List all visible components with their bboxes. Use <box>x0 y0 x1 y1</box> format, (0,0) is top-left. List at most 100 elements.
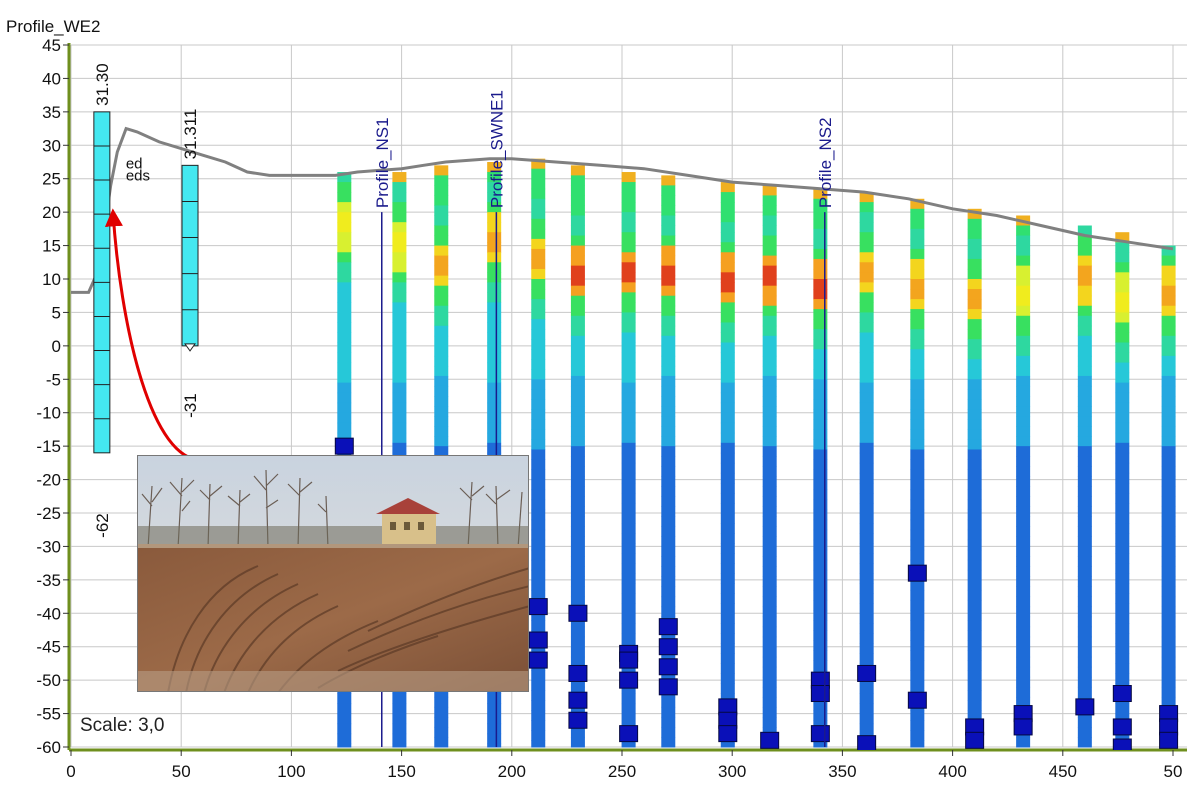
column-band <box>570 546 585 557</box>
column-band <box>661 255 676 267</box>
column-band <box>762 496 777 507</box>
column-band <box>762 295 777 307</box>
sounding-column <box>568 165 588 748</box>
column-band <box>392 272 407 283</box>
column-band <box>1077 225 1092 237</box>
column-band <box>813 569 828 581</box>
column-band <box>621 593 636 604</box>
column-band <box>1077 295 1092 307</box>
column-band <box>531 419 546 430</box>
column-band <box>859 242 874 253</box>
column-band <box>1115 432 1130 444</box>
column-band <box>813 329 828 340</box>
column-band <box>661 185 676 196</box>
column-band <box>531 589 546 601</box>
column-band <box>762 526 777 537</box>
column-band <box>531 439 546 450</box>
column-band <box>661 466 676 477</box>
borehole-bottom-label: -62 <box>93 513 112 538</box>
column-band <box>720 623 735 634</box>
y-tick-label: -35 <box>36 571 61 590</box>
column-band <box>1115 533 1130 544</box>
column-band <box>570 255 585 267</box>
column-band <box>621 432 636 444</box>
column-band <box>1115 252 1130 263</box>
column-band <box>859 202 874 213</box>
column-band <box>434 235 449 247</box>
column-band <box>621 523 636 534</box>
column-band <box>859 322 874 333</box>
column-band <box>859 502 874 514</box>
terrain-line <box>71 126 1174 294</box>
column-band <box>1161 686 1176 698</box>
column-band <box>967 579 982 591</box>
column-band <box>570 406 585 417</box>
column-band <box>570 646 585 658</box>
column-band <box>967 449 982 461</box>
column-band <box>1161 476 1176 487</box>
column-band <box>487 372 502 384</box>
column-band <box>1016 385 1031 397</box>
column-band <box>762 576 777 588</box>
column-band <box>813 389 828 400</box>
column-band <box>720 232 735 243</box>
column-band <box>1016 375 1031 387</box>
column-band <box>661 506 676 517</box>
column-band <box>859 402 874 414</box>
column-band <box>1115 442 1130 454</box>
column-band <box>762 506 777 517</box>
column-band <box>531 268 546 280</box>
column-band <box>720 332 735 344</box>
column-band <box>1115 623 1130 634</box>
column-band <box>487 342 502 354</box>
column-band <box>1016 556 1031 567</box>
column-band <box>813 369 828 380</box>
column-band <box>487 182 502 193</box>
column-band <box>337 392 352 404</box>
column-band <box>967 379 982 390</box>
column-band <box>1077 586 1092 598</box>
column-band <box>762 416 777 427</box>
column-band <box>859 352 874 364</box>
column-band <box>531 238 546 250</box>
column-band <box>967 389 982 400</box>
column-band <box>813 579 828 591</box>
column-band <box>531 188 546 200</box>
column-band <box>762 536 777 547</box>
column-band <box>570 506 585 517</box>
column-band <box>720 412 735 424</box>
column-band <box>337 322 352 333</box>
column-band <box>570 396 585 407</box>
column-band <box>1115 563 1130 574</box>
column-band <box>1161 486 1176 497</box>
column-band <box>720 252 735 263</box>
column-band <box>1115 372 1130 384</box>
column-band <box>434 726 449 738</box>
column-band <box>1016 396 1031 407</box>
column-band <box>967 238 982 250</box>
column-band <box>621 222 636 233</box>
sounding-column <box>718 182 738 748</box>
column-band <box>1115 262 1130 273</box>
column-band <box>434 426 449 437</box>
sounding-block <box>528 598 548 616</box>
column-band <box>531 740 546 748</box>
column-band <box>1077 476 1092 487</box>
column-band <box>531 279 546 290</box>
column-band <box>621 663 636 674</box>
column-band <box>813 409 828 420</box>
y-tick-label: -45 <box>36 638 61 657</box>
column-band <box>1115 312 1130 323</box>
column-band <box>720 272 735 283</box>
column-band <box>813 399 828 410</box>
column-band <box>813 469 828 481</box>
column-band <box>1115 633 1130 644</box>
column-band <box>910 429 925 440</box>
column-band <box>1077 406 1092 417</box>
column-band <box>621 452 636 464</box>
column-band <box>621 513 636 524</box>
column-band <box>859 643 874 654</box>
column-band <box>1115 282 1130 293</box>
column-band <box>570 456 585 467</box>
column-band <box>661 716 676 728</box>
